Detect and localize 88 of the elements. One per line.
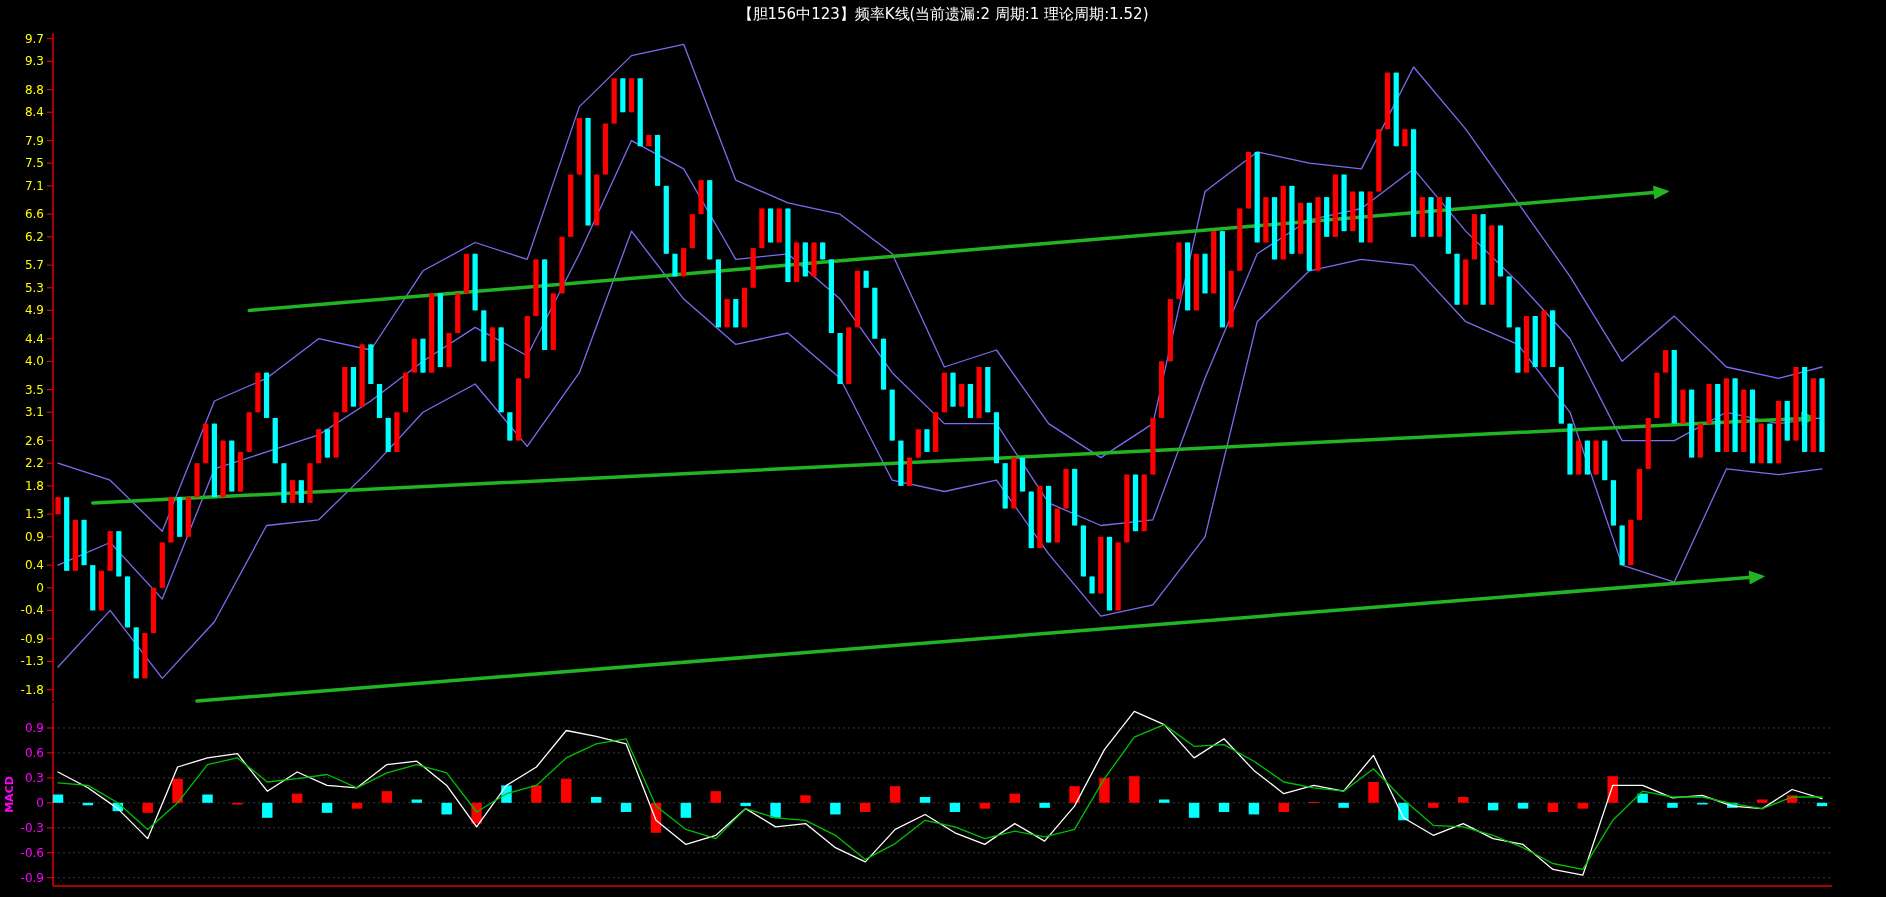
y-tick-label: 3.5 — [24, 382, 44, 397]
bar — [1159, 799, 1170, 803]
bar — [1218, 802, 1230, 812]
bar — [1278, 802, 1290, 812]
bar — [1517, 802, 1529, 809]
bar — [351, 802, 363, 809]
bar — [1756, 799, 1768, 803]
bar — [889, 786, 901, 803]
y-tick-label: 0.3 — [24, 770, 44, 785]
bar — [1188, 802, 1200, 818]
y-tick-label: -0.9 — [20, 631, 44, 646]
bar — [770, 802, 781, 818]
bar — [172, 778, 183, 803]
y-axis-title: MACD — [3, 776, 16, 813]
y-tick-label: 2.2 — [24, 456, 44, 471]
bar — [1607, 776, 1618, 803]
y-tick-label: 0.6 — [24, 745, 44, 760]
bar — [830, 802, 841, 815]
bar — [949, 802, 961, 812]
candlestick — [1662, 349, 1669, 374]
y-tick-label: 6.6 — [24, 207, 44, 222]
bar — [1129, 776, 1140, 803]
bar — [1009, 793, 1020, 803]
bar — [1428, 802, 1439, 808]
bar — [411, 799, 423, 803]
bar — [1457, 797, 1469, 803]
bar — [441, 802, 452, 815]
bar — [1487, 802, 1499, 811]
y-tick-label: 2.6 — [24, 433, 44, 448]
y-tick-label: 9.7 — [24, 31, 44, 46]
y-tick-label: 7.1 — [24, 178, 44, 193]
bar — [1338, 802, 1349, 808]
y-tick-label: -0.4 — [20, 603, 44, 618]
bar — [1069, 786, 1080, 803]
y-tick-label: 1.3 — [24, 507, 44, 522]
y-tick-label: 8.8 — [24, 82, 44, 97]
y-tick-label: 3.1 — [24, 405, 44, 420]
y-tick-label: 6.2 — [24, 229, 44, 244]
bar — [1667, 802, 1678, 808]
bar — [1368, 782, 1379, 803]
bar — [321, 802, 333, 813]
bar — [561, 778, 572, 803]
bar — [1039, 802, 1050, 808]
bar — [1547, 802, 1559, 812]
bar — [531, 785, 542, 803]
bar — [291, 793, 303, 803]
y-tick-label: 0.9 — [24, 720, 44, 735]
bar — [740, 802, 751, 807]
y-tick-label: -1.3 — [20, 654, 44, 669]
y-tick-label: 8.4 — [24, 105, 44, 120]
bar — [620, 802, 632, 812]
y-tick-label: 4.9 — [24, 303, 44, 318]
candlestick — [924, 428, 930, 453]
bar — [1099, 777, 1110, 803]
y-tick-label: 4.4 — [24, 331, 44, 346]
y-tick-label: 1.8 — [24, 478, 44, 493]
y-tick-label: 7.9 — [24, 133, 44, 148]
bar — [262, 802, 273, 818]
bar — [590, 797, 602, 803]
y-tick-label: 0 — [36, 580, 44, 595]
y-tick-label: 0.4 — [24, 558, 44, 573]
bar — [202, 794, 213, 803]
y-tick-label: 7.5 — [24, 156, 44, 171]
bar — [979, 802, 991, 809]
chart-title: 【胆156中123】频率K线(当前遗漏:2 周期:1 理论周期:1.52) — [737, 5, 1149, 23]
y-tick-label: -0.3 — [20, 820, 44, 835]
y-tick-label: 0 — [36, 795, 44, 810]
y-tick-label: 5.3 — [24, 280, 44, 295]
bar — [1577, 802, 1589, 809]
bar — [381, 791, 393, 803]
candlestick — [298, 479, 304, 504]
bar — [919, 797, 931, 803]
y-tick-label: 0.9 — [24, 529, 44, 544]
bar — [142, 802, 153, 813]
bar — [52, 794, 64, 803]
bar — [860, 802, 871, 812]
bar — [800, 795, 811, 803]
candlestick — [290, 479, 296, 504]
y-tick-label: 4.0 — [24, 354, 44, 369]
bar — [680, 802, 692, 818]
y-tick-label: -1.8 — [20, 682, 44, 697]
bar — [1248, 802, 1260, 815]
y-tick-label: 9.3 — [24, 54, 44, 69]
y-tick-label: -0.6 — [20, 845, 44, 860]
bar — [710, 791, 721, 803]
y-tick-label: -0.9 — [20, 870, 44, 885]
bar — [1637, 793, 1648, 803]
y-tick-label: 5.7 — [24, 258, 44, 273]
